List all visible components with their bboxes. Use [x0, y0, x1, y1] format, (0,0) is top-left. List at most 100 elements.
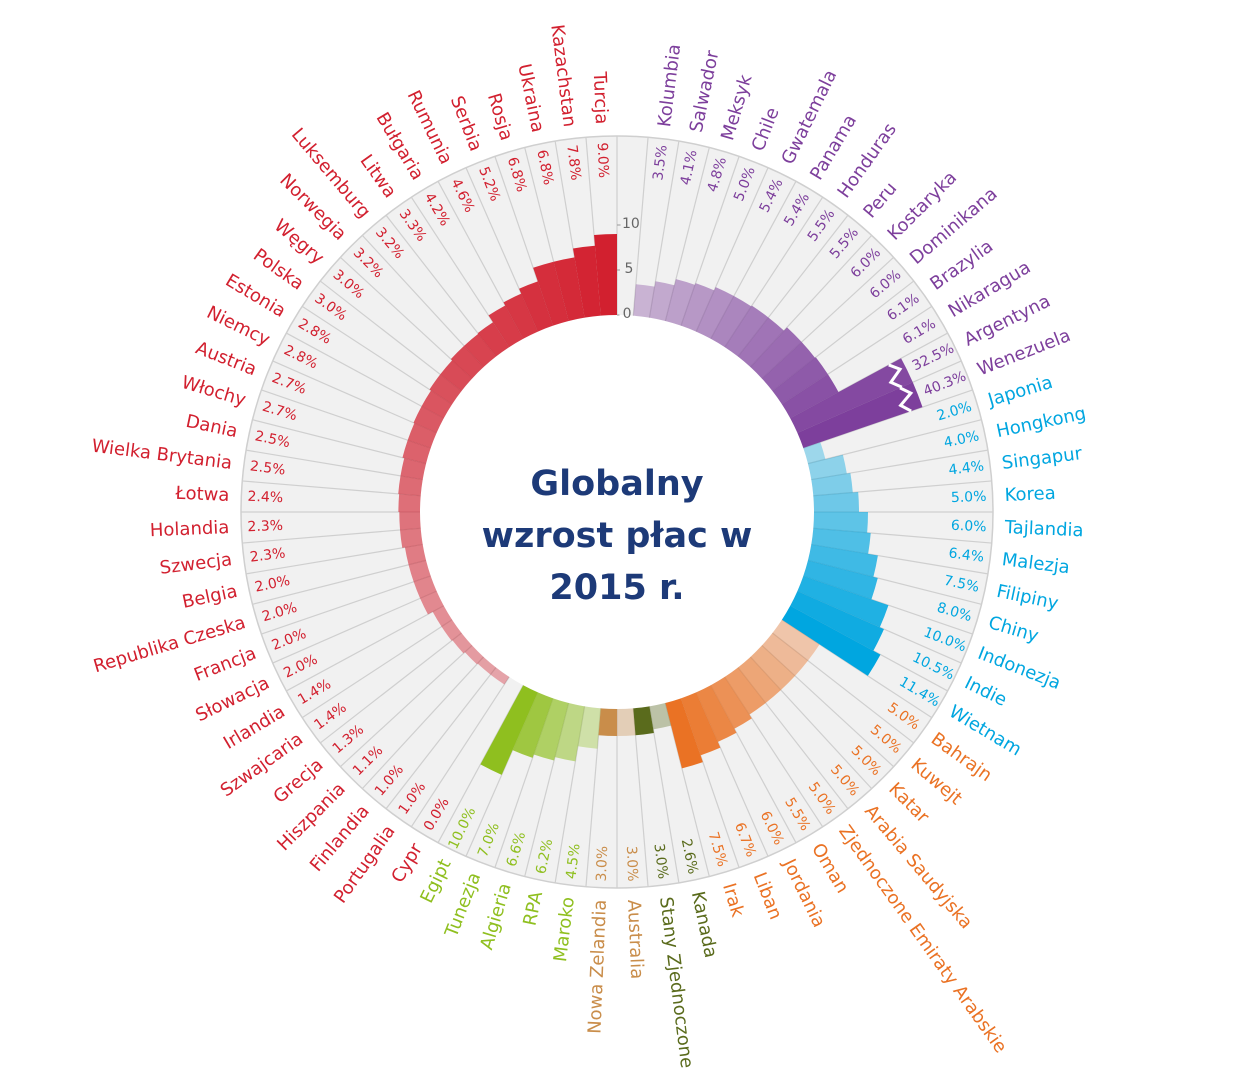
bar [519, 281, 554, 332]
category-label: Chiny [986, 612, 1041, 647]
spoke [319, 280, 462, 392]
spoke [301, 619, 453, 719]
spoke [242, 480, 421, 497]
bar [790, 591, 884, 651]
bar [797, 382, 923, 449]
spoke [385, 667, 497, 810]
bar [710, 296, 752, 348]
category-label: Maroko [550, 896, 579, 963]
spoke [585, 708, 602, 887]
bar [617, 708, 636, 736]
category-label: Korea [1004, 483, 1056, 506]
category-label: Wielka Brytania [91, 436, 234, 474]
bar [724, 667, 766, 715]
value-label: 5.0% [951, 489, 987, 506]
spoke [811, 449, 988, 481]
bar [633, 706, 654, 736]
spoke [246, 543, 423, 575]
bar [781, 374, 839, 419]
bar [649, 702, 672, 730]
bar [413, 575, 437, 599]
value-label: 4.0% [942, 428, 980, 451]
bar [813, 512, 868, 533]
spoke [261, 389, 431, 449]
bar [398, 475, 423, 496]
y-tick-label: 0 [623, 306, 632, 322]
value-label: 7.5% [942, 573, 980, 596]
category-label: Włochy [179, 372, 248, 411]
bar [737, 317, 784, 368]
category-label: Cypr [387, 839, 427, 886]
spoke [339, 644, 473, 768]
value-label: 3.0% [650, 843, 670, 880]
spoke [385, 214, 497, 357]
spoke [437, 684, 524, 843]
category-label: Kolumbia [654, 43, 685, 128]
value-label: 6.8% [533, 148, 556, 186]
category-label: Stany Zjednoczone [655, 896, 697, 1070]
spoke [648, 141, 680, 318]
spoke [632, 137, 649, 316]
spoke [807, 419, 982, 465]
spoke [664, 147, 710, 322]
bar [811, 528, 871, 554]
value-label: 4.4% [948, 458, 985, 478]
bar [553, 257, 585, 322]
bar [761, 342, 816, 392]
value-label: 4.1% [678, 148, 701, 186]
axis-break [898, 386, 914, 413]
bar [594, 234, 617, 316]
bar [407, 423, 437, 449]
y-tick-label: 5 [625, 261, 634, 277]
value-label: 2.5% [249, 458, 286, 478]
bar [399, 512, 421, 530]
value-label: 7.8% [563, 144, 583, 181]
spoke [286, 332, 445, 419]
bar [577, 706, 601, 749]
spoke [301, 305, 453, 405]
bar [665, 279, 695, 326]
bar [440, 360, 473, 392]
category-label: Kazachstan [546, 23, 580, 128]
spoke [813, 480, 992, 497]
bar [649, 281, 675, 322]
bar [790, 358, 913, 433]
category-label: Belgia [180, 581, 239, 613]
bar [573, 245, 601, 318]
bar [737, 656, 781, 703]
value-label: 3.0% [594, 846, 611, 882]
category-label: Singapur [1001, 443, 1084, 474]
category-label: Łotwa [174, 483, 230, 506]
bar [724, 305, 769, 357]
value-label: 3.5% [650, 144, 670, 181]
category-label: Nowa Zelandia [584, 899, 611, 1034]
category-label: Salwador [686, 48, 724, 134]
chart-title: Globalny wzrost płac w 2015 r. [481, 464, 753, 608]
bar [680, 283, 715, 332]
category-label: Meksyk [717, 72, 757, 143]
spoke [272, 590, 437, 664]
category-label: Liban [749, 869, 786, 922]
bar [398, 493, 421, 512]
spoke [319, 632, 462, 744]
bar [633, 284, 655, 318]
category-label: Austria [193, 338, 260, 381]
spoke [252, 559, 427, 605]
category-label: RPA [520, 889, 548, 928]
bar [811, 473, 853, 496]
bar [807, 544, 878, 577]
category-label: Algieria [476, 881, 516, 952]
bar [813, 492, 859, 512]
spoke [246, 449, 423, 481]
bar [477, 656, 497, 675]
bar [452, 632, 473, 654]
spoke [242, 527, 421, 544]
category-label: Australia [623, 899, 647, 979]
bar [408, 560, 431, 582]
spoke [761, 644, 895, 768]
value-label: 2.5% [253, 428, 291, 451]
bar [413, 406, 444, 433]
spoke [361, 656, 485, 790]
